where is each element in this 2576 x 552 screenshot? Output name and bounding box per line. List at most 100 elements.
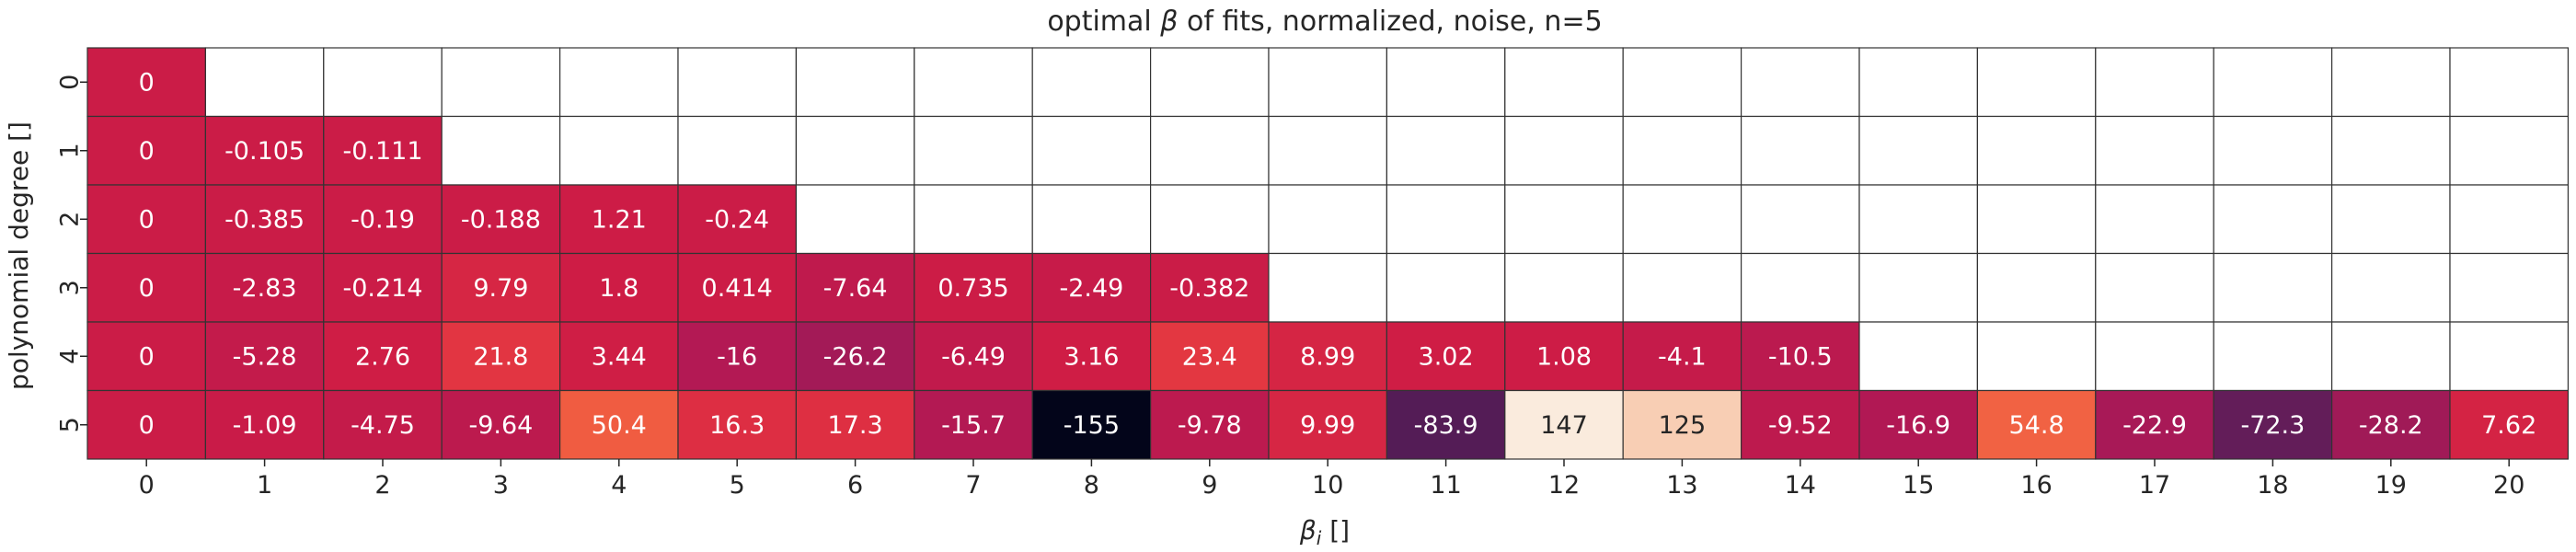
cell-value-label: 50.4 (592, 411, 647, 440)
heatmap-empty-cell (1740, 252, 1860, 323)
heatmap-cell (204, 321, 325, 392)
x-tick-label: 15 (1903, 471, 1934, 500)
heatmap-empty-cell (2331, 321, 2451, 392)
heatmap-empty-cell (1504, 115, 1624, 186)
heatmap-empty-cell (1858, 47, 1978, 118)
cell-value-label: 0 (139, 342, 155, 371)
cell-value-label: -2.83 (233, 274, 297, 303)
heatmap-empty-cell (2213, 252, 2333, 323)
heatmap-cell (1622, 389, 1742, 460)
cell-value-label: -0.19 (351, 205, 415, 234)
heatmap-empty-cell (2449, 252, 2569, 323)
cell-value-label: 3.44 (592, 342, 647, 371)
heatmap-empty-cell (2095, 115, 2214, 186)
heatmap-empty-cell (795, 115, 915, 186)
heatmap-cell (1740, 389, 1860, 460)
cell-value-label: -0.24 (705, 205, 769, 234)
heatmap-cell (795, 389, 915, 460)
cell-value-label: -0.111 (342, 137, 422, 166)
heatmap-empty-cell (441, 115, 561, 186)
heatmap-empty-cell (1858, 252, 1978, 323)
cell-value-label: 16.3 (709, 411, 765, 440)
heatmap-cell (558, 389, 679, 460)
heatmap-cell (795, 252, 915, 323)
heatmap-empty-cell (1976, 184, 2097, 255)
cell-value-label: 21.8 (473, 342, 528, 371)
heatmap-cell (323, 321, 443, 392)
cell-value-label: -16.9 (1886, 411, 1950, 440)
cell-value-label: 1.08 (1536, 342, 1592, 371)
x-tick-label: 14 (1785, 471, 1816, 500)
heatmap-empty-cell (1976, 252, 2097, 323)
heatmap-empty-cell (914, 47, 1033, 118)
heatmap-empty-cell (1031, 115, 1152, 186)
heatmap-cell (2095, 389, 2214, 460)
y-tick-label: 0 (55, 75, 84, 90)
cell-value-label: 23.4 (1182, 342, 1237, 371)
heatmap-empty-cell (323, 47, 443, 118)
heatmap-cell (914, 321, 1033, 392)
heatmap-cell (558, 321, 679, 392)
heatmap-empty-cell (2331, 252, 2451, 323)
y-axis-label: polynomial degree [] (4, 121, 34, 390)
x-tick-label: 16 (2020, 471, 2052, 500)
cell-value-label: -0.382 (1169, 274, 1249, 303)
cell-value-label: -2.49 (1059, 274, 1123, 303)
heatmap-empty-cell (1386, 252, 1506, 323)
cell-value-label: -16 (717, 342, 757, 371)
heatmap-cell (1504, 389, 1624, 460)
x-tick-label: 8 (1084, 471, 1099, 500)
heatmap-cell (441, 389, 561, 460)
x-tick-label: 1 (257, 471, 272, 500)
heatmap-empty-cell (1504, 252, 1624, 323)
heatmap-cell (86, 184, 206, 255)
heatmap-cell (2449, 389, 2569, 460)
cell-value-label: 0 (139, 205, 155, 234)
heatmap-cell (1268, 321, 1387, 392)
cell-value-label: 1.8 (599, 274, 638, 303)
heatmap-empty-cell (2095, 252, 2214, 323)
heatmap-empty-cell (1149, 184, 1270, 255)
heatmap-cell (2213, 389, 2333, 460)
cell-value-label: -1.09 (233, 411, 297, 440)
heatmap-empty-cell (2213, 47, 2333, 118)
cell-value-label: 0.735 (937, 274, 1008, 303)
x-tick-label: 18 (2257, 471, 2288, 500)
cell-value-label: 8.99 (1300, 342, 1355, 371)
cell-value-label: 0.414 (702, 274, 773, 303)
x-axis-ticks: 0 1 2 3 4 5 6 7 8 9 10 11 12 13 14 15 16 17 18 19 20 (139, 459, 2524, 500)
heatmap-cell (86, 389, 206, 460)
cell-value-label: 9.99 (1300, 411, 1355, 440)
cell-value-label: 2.76 (355, 342, 410, 371)
heatmap-empty-cell (1622, 47, 1742, 118)
heatmap-cell (323, 252, 443, 323)
cell-value-label: -15.7 (941, 411, 1006, 440)
heatmap-cell (204, 389, 325, 460)
heatmap-empty-cell (2449, 184, 2569, 255)
heatmap-empty-cell (914, 184, 1033, 255)
cell-value-label: -4.1 (1658, 342, 1707, 371)
heatmap-empty-cell (2331, 115, 2451, 186)
x-tick-label: 3 (493, 471, 509, 500)
cell-value-label: 1.21 (592, 205, 647, 234)
heatmap-empty-cell (1386, 47, 1506, 118)
heatmap-empty-cell (1740, 115, 1860, 186)
heatmap-empty-cell (2213, 184, 2333, 255)
cell-value-label: -7.64 (823, 274, 888, 303)
cell-value-label: 0 (139, 68, 155, 97)
x-tick-label: 12 (1548, 471, 1580, 500)
cell-value-label: 0 (139, 137, 155, 166)
heatmap-empty-cell (1858, 115, 1978, 186)
heatmap-empty-cell (1976, 115, 2097, 186)
heatmap-empty-cell (1976, 321, 2097, 392)
heatmap-cell (323, 389, 443, 460)
heatmap-empty-cell (2449, 115, 2569, 186)
heatmap-empty-cell (2331, 184, 2451, 255)
y-tick-label: 4 (55, 349, 84, 364)
heatmap-empty-cell (1622, 252, 1742, 323)
heatmap-cell (795, 321, 915, 392)
heatmap-cell (914, 252, 1033, 323)
heatmap-cell (2331, 389, 2451, 460)
heatmap-cell (441, 184, 561, 255)
